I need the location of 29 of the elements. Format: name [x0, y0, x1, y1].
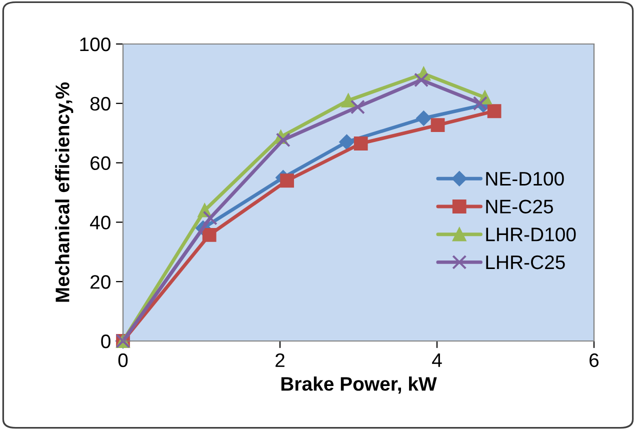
point	[472, 96, 488, 111]
y-tick-label: 20	[90, 275, 110, 289]
y-tick-label: 0	[101, 334, 110, 348]
y-tick-label: 80	[90, 96, 110, 111]
point	[202, 210, 218, 226]
x-tick-label: 4	[432, 354, 442, 367]
x-tick-label: 2	[276, 353, 284, 367]
point	[487, 104, 502, 118]
legend-label: LHR-C25	[486, 255, 565, 270]
point	[280, 174, 294, 188]
point	[276, 132, 290, 148]
y-axis-title: Mechanical efficiency,%	[55, 82, 74, 302]
point	[341, 93, 356, 108]
point	[339, 134, 354, 150]
point	[202, 228, 216, 242]
point	[414, 72, 429, 88]
y-tick-label: 60	[90, 156, 110, 170]
y-tick-label: 100	[80, 37, 110, 52]
legend-label: NE-C25	[486, 200, 553, 214]
point	[416, 110, 432, 126]
y-tick-label: 40	[90, 216, 110, 230]
x-tick-label: 6	[590, 353, 599, 368]
point	[350, 100, 366, 114]
x-axis-title: Brake Power, kW	[281, 376, 437, 394]
point	[430, 118, 445, 132]
legend-label: NE-D100	[486, 172, 564, 186]
x-tick-label: 0	[118, 353, 128, 368]
legend-label: LHR-D100	[486, 228, 576, 242]
point	[354, 136, 368, 150]
